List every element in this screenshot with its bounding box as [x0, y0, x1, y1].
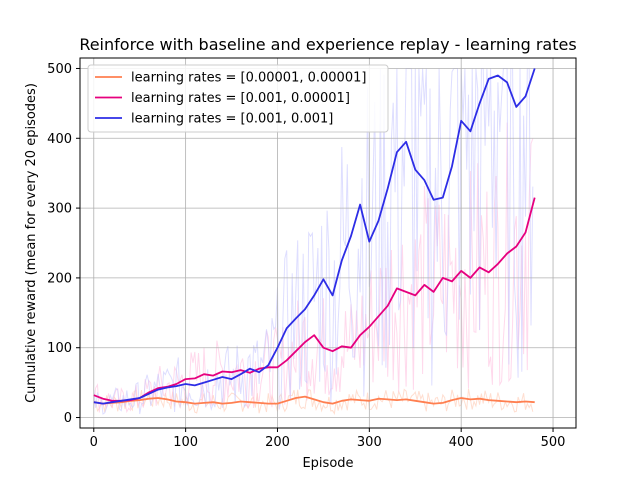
series-line — [93, 68, 536, 405]
x-axis-label: Episode — [302, 456, 353, 471]
y-axis-label: Cumulative reward (mean for every 20 epi… — [24, 83, 39, 403]
series-line — [93, 395, 535, 405]
legend-label: learning rates = [0.00001, 0.00001] — [131, 71, 366, 86]
chart-title: Reinforce with baseline and experience r… — [79, 35, 576, 54]
plot-frame — [79, 57, 577, 429]
x-tick-label: 300 — [357, 435, 382, 450]
noise-trace — [93, 386, 534, 415]
x-tick-label: 400 — [449, 435, 474, 450]
legend: learning rates = [0.00001, 0.00001] learn… — [87, 64, 389, 133]
legend-label: learning rates = [0.001, 0.00001] — [131, 91, 350, 106]
y-tick-label: 500 — [47, 62, 72, 77]
y-tick-label: 0 — [64, 411, 72, 426]
x-tick-label: 100 — [173, 435, 198, 450]
y-tick-label: 200 — [47, 271, 72, 286]
x-tick-label: 500 — [541, 435, 566, 450]
y-tick-label: 400 — [47, 132, 72, 147]
x-tick-label: 0 — [90, 435, 98, 450]
series-lines — [93, 68, 536, 405]
axis-ticks: 0 100 200 300 400 500 0 100 200 300 400 500 — [47, 62, 565, 450]
y-tick-label: 300 — [47, 202, 72, 217]
y-tick-label: 100 — [47, 341, 72, 356]
legend-label: learning rates = [0.001, 0.001] — [131, 112, 333, 127]
x-tick-label: 200 — [265, 435, 290, 450]
legend-box — [87, 64, 389, 133]
